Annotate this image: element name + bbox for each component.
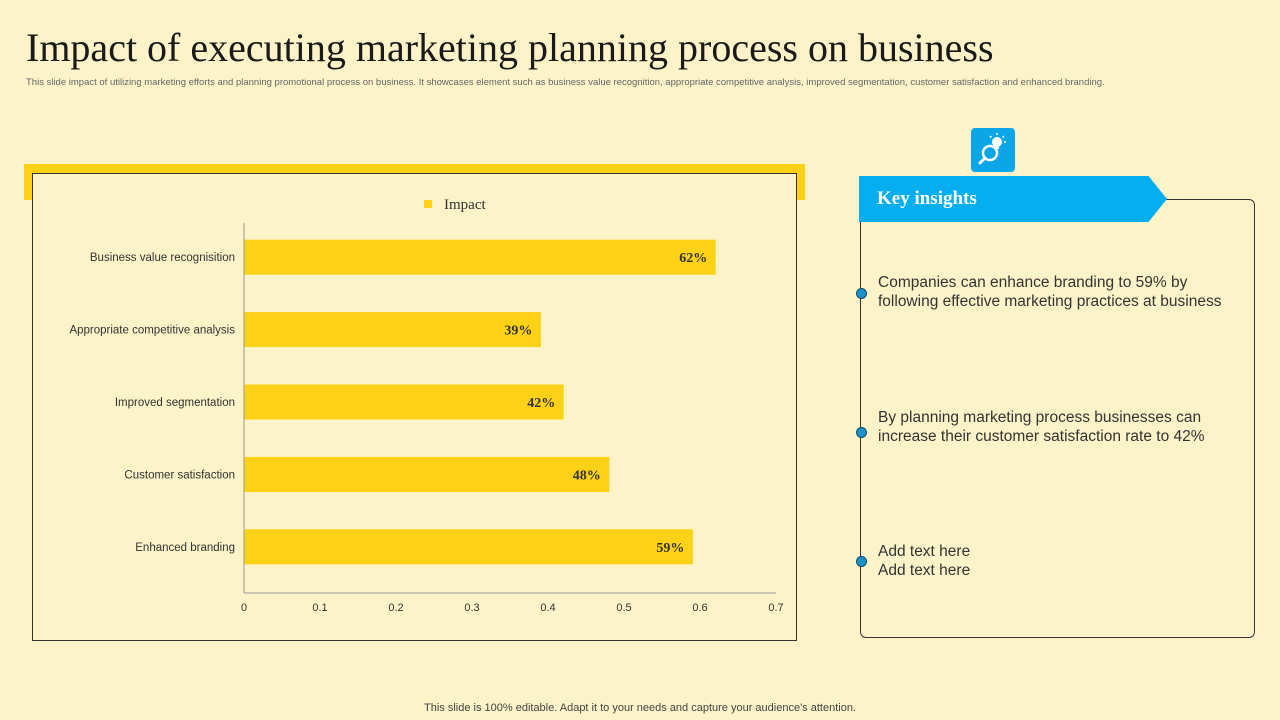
- category-label: Customer satisfaction: [124, 469, 235, 481]
- legend-label: Impact: [444, 197, 486, 213]
- bar: [244, 239, 716, 275]
- x-tick-label: 0: [241, 602, 247, 614]
- magnifier-lightbulb-icon: [971, 128, 1015, 172]
- impact-bar-chart: Impact 0 0.1 0.2 0.3 0.4 0.5 0.6 0.7 Business val…: [69, 197, 783, 614]
- bar: [244, 456, 610, 492]
- bullet-dot-icon: [856, 288, 867, 299]
- page-title: Impact of executing marketing planning p…: [26, 25, 994, 70]
- bullet-dot-icon: [856, 556, 867, 567]
- category-label: Business value recognisition: [90, 252, 235, 264]
- insight-item-3: Add text here Add text here: [878, 543, 971, 579]
- x-tick-label: 0.1: [312, 602, 327, 614]
- bullet-dot-icon: [856, 427, 867, 438]
- bar-data-label: 59%: [656, 541, 684, 556]
- bar: [244, 312, 541, 348]
- page-footer: This slide is 100% editable. Adapt it to…: [424, 702, 856, 714]
- legend-swatch: [424, 200, 432, 208]
- insight-item-2: By planning marketing process businesses…: [878, 409, 1205, 445]
- category-label: Enhanced branding: [135, 542, 235, 554]
- bar-data-label: 48%: [573, 468, 601, 483]
- bar-data-label: 42%: [527, 396, 555, 411]
- x-tick-label: 0.2: [388, 602, 403, 614]
- key-insights-heading: Key insights: [877, 188, 977, 209]
- category-label: Appropriate competitive analysis: [69, 325, 235, 337]
- bar: [244, 384, 564, 420]
- insight-item-1: Companies can enhance branding to 59% by…: [878, 274, 1222, 310]
- x-tick-label: 0.7: [768, 602, 783, 614]
- chart-panel: Impact 0 0.1 0.2 0.3 0.4 0.5 0.6 0.7 Business val…: [32, 173, 797, 641]
- key-insights-banner: Key insights: [859, 176, 1167, 222]
- x-tick-label: 0.3: [464, 602, 479, 614]
- x-tick-label: 0.5: [616, 602, 631, 614]
- bar: [244, 529, 693, 565]
- category-label: Improved segmentation: [115, 397, 235, 409]
- bar-data-label: 62%: [679, 251, 707, 266]
- page-subtitle: This slide impact of utilizing marketing…: [26, 77, 1105, 88]
- x-tick-label: 0.6: [692, 602, 707, 614]
- bar-data-label: 39%: [504, 324, 532, 339]
- x-tick-label: 0.4: [540, 602, 555, 614]
